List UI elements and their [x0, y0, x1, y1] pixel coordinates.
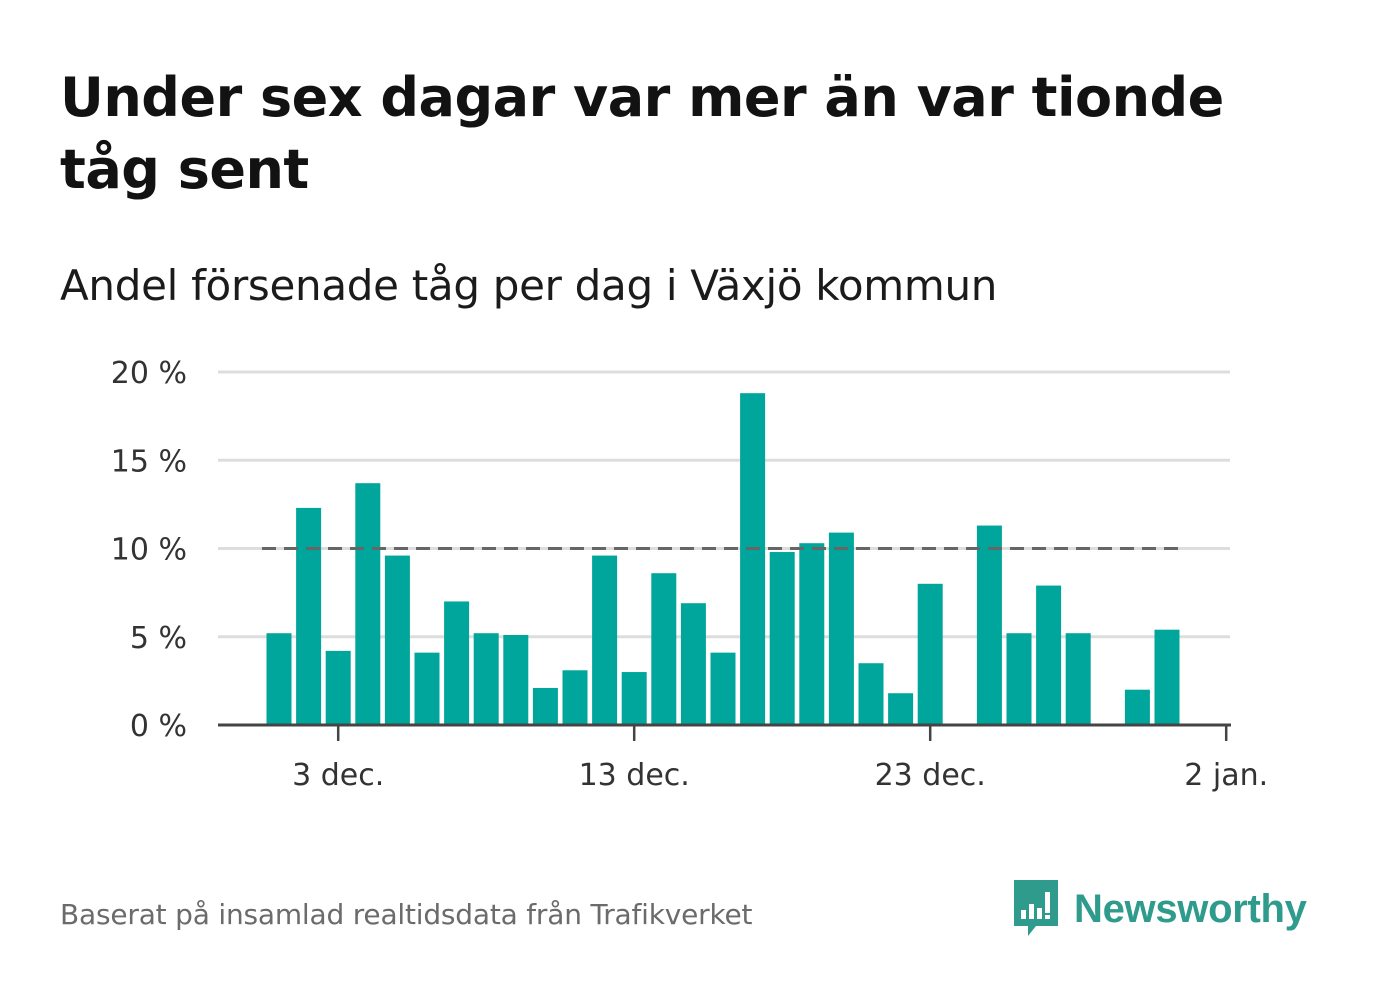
bar [296, 507, 322, 725]
bar [710, 652, 736, 725]
bar [444, 601, 470, 725]
bar-chart: 0 % 5 % 10 % 15 % 20 % 3 dec. 13 dec. 23 dec. 2 … [111, 356, 1268, 793]
bar [503, 634, 529, 725]
newsworthy-logo: Newsworthy [1010, 878, 1307, 940]
bar [1065, 633, 1091, 725]
bar [769, 552, 795, 725]
y-tick-label: 20 % [111, 356, 187, 391]
x-tick-label: 13 dec. [579, 758, 690, 793]
y-tick-label: 10 % [111, 533, 187, 568]
bar [592, 555, 618, 725]
bar [651, 573, 677, 725]
bar [1006, 633, 1032, 725]
bar [355, 483, 381, 725]
y-tick-label: 0 % [130, 709, 187, 744]
x-tick-label: 3 dec. [292, 758, 384, 793]
bar [562, 670, 588, 725]
bar [888, 693, 914, 725]
bar [532, 687, 558, 725]
bar [1036, 585, 1062, 725]
bar [917, 583, 943, 725]
bar [473, 633, 499, 725]
chart-subtitle: Andel försenade tåg per dag i Växjö komm… [60, 261, 998, 310]
bar [858, 663, 884, 725]
source-note: Baserat på insamlad realtidsdata från Tr… [60, 898, 753, 931]
bar [414, 652, 440, 725]
bar [680, 603, 706, 725]
bar [976, 525, 1002, 725]
bar [1154, 629, 1180, 725]
chart-title: Under sex dagar var mer än var tionde tå… [60, 66, 1224, 201]
bar [740, 393, 766, 725]
y-tick-label: 5 % [130, 621, 187, 656]
x-tick-label: 2 jan. [1184, 758, 1268, 793]
bar [799, 543, 825, 725]
bar [1124, 689, 1150, 725]
bar [828, 532, 854, 725]
newsworthy-logo-icon [1014, 880, 1058, 936]
bar [384, 555, 410, 725]
bar [621, 672, 647, 725]
x-tick-label: 23 dec. [875, 758, 986, 793]
brand-name: Newsworthy [1074, 886, 1307, 931]
y-tick-label: 15 % [111, 444, 187, 479]
bar [266, 633, 292, 725]
bar [325, 650, 351, 725]
